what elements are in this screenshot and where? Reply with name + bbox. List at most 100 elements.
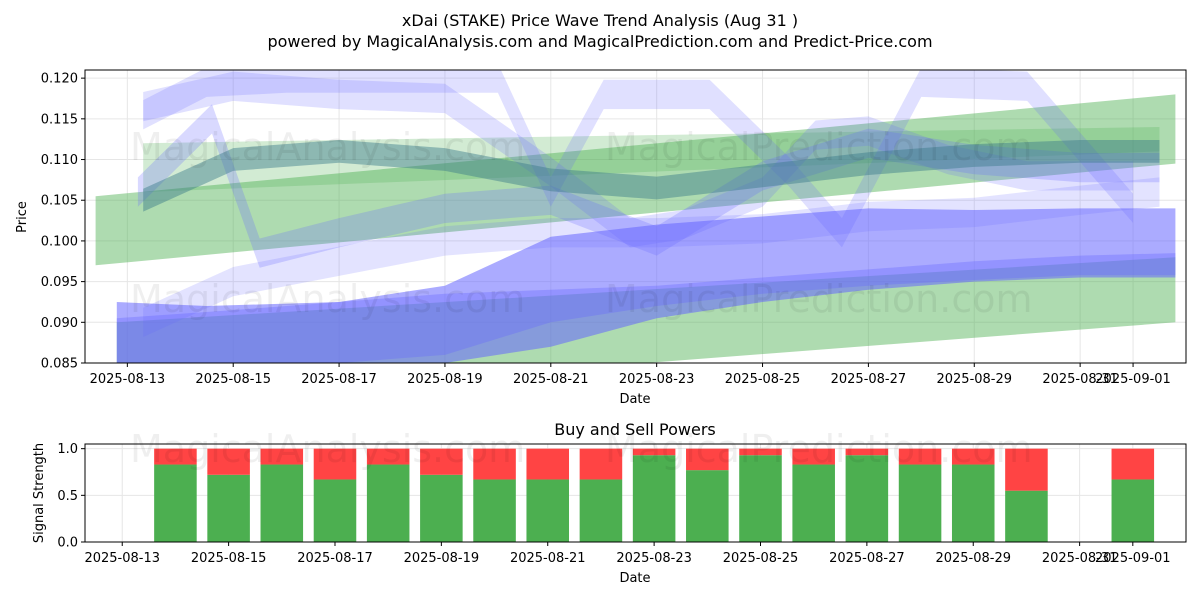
buy-bar — [579, 479, 623, 542]
power-x-axis: 2025-08-13 2025-08-15 2025-08-17 2025-08-19… — [84, 542, 1171, 566]
power-y-tick-label: 0.0 — [57, 536, 78, 551]
power-x-tick-label: 2025-08-21 — [510, 551, 586, 566]
watermark-analysis-3: MagicalAnalysis.com — [130, 427, 525, 471]
price-y-tick-label: 0.110 — [41, 153, 78, 168]
chart-title: xDai (STAKE) Price Wave Trend Analysis (… — [402, 11, 798, 30]
buy-bar — [1005, 490, 1048, 542]
power-x-tick-label: 2025-08-23 — [616, 551, 692, 566]
price-x-tick-label: 2025-08-31 — [1042, 372, 1118, 387]
price-chart-frame — [84, 69, 1187, 364]
sell-bar — [1111, 448, 1155, 480]
sell-bar — [632, 448, 676, 456]
buy-bar — [526, 479, 570, 542]
sell-bar — [526, 448, 570, 480]
sell-bar — [207, 448, 250, 475]
band-blue-base-dark — [116, 253, 1176, 363]
watermark-analysis: MagicalAnalysis.com — [130, 125, 525, 169]
price-x-tick-label: 2025-08-27 — [831, 372, 907, 387]
power-x-tick-label: 2025-09-01 — [1095, 551, 1171, 566]
sell-bar — [473, 448, 516, 480]
price-x-tick-label: 2025-08-15 — [195, 372, 271, 387]
chart-subtitle: powered by MagicalAnalysis.com and Magic… — [267, 32, 932, 51]
price-y-tick-label: 0.120 — [41, 72, 78, 87]
buy-bar — [739, 455, 782, 542]
price-x-tick-label: 2025-08-17 — [301, 372, 377, 387]
power-x-label: Date — [619, 571, 650, 586]
price-x-tick-label: 2025-08-23 — [619, 372, 695, 387]
sell-bar — [366, 448, 410, 465]
price-x-tick-label: 2025-08-19 — [407, 372, 483, 387]
price-y-tick-label: 0.115 — [41, 112, 78, 127]
band-blue-wave-2 — [143, 71, 1134, 248]
power-x-tick-label: 2025-08-19 — [404, 551, 480, 566]
buy-bar — [686, 470, 729, 542]
sell-bar — [1005, 448, 1048, 491]
price-y-tick-label: 0.085 — [41, 357, 78, 372]
power-x-tick-label: 2025-08-31 — [1042, 551, 1118, 566]
power-chart-title: Buy and Sell Powers — [554, 420, 716, 439]
buy-bar — [420, 474, 463, 542]
band-blue-wave-4 — [143, 177, 1160, 337]
price-x-tick-label: 2025-08-29 — [936, 372, 1012, 387]
power-x-tick-label: 2025-08-17 — [297, 551, 373, 566]
sell-bar — [579, 448, 623, 480]
price-y-tick-label: 0.095 — [41, 275, 78, 290]
band-blue-base-lower — [116, 208, 1176, 363]
price-y-tick-label: 0.100 — [41, 234, 78, 249]
price-bands — [95, 70, 1176, 363]
price-y-tick-label: 0.105 — [41, 194, 78, 209]
sell-bar — [260, 448, 304, 465]
buy-bar — [898, 464, 942, 542]
buy-bar — [313, 479, 357, 542]
power-bars — [154, 448, 1155, 542]
price-x-tick-label: 2025-08-25 — [725, 372, 801, 387]
price-y-tick-label: 0.090 — [41, 316, 78, 331]
watermark-prediction: MagicalPrediction.com — [605, 125, 1033, 169]
power-x-tick-label: 2025-08-13 — [84, 551, 160, 566]
power-y-tick-label: 1.0 — [57, 442, 78, 457]
buy-bar — [366, 464, 410, 542]
watermark-analysis-2: MagicalAnalysis.com — [130, 277, 525, 321]
power-chart: Buy and Sell Powers MagicalAnalysis.com … — [32, 420, 1187, 586]
buy-bar — [154, 464, 197, 542]
sell-bar — [845, 448, 889, 456]
price-x-axis: 2025-08-13 2025-08-15 2025-08-17 2025-08-19… — [90, 363, 1171, 387]
power-y-axis: 0.0 0.5 1.0 — [57, 442, 85, 551]
buy-bar — [792, 464, 835, 542]
price-chart: MagicalAnalysis.com MagicalPrediction.co… — [15, 69, 1187, 407]
power-x-tick-label: 2025-08-15 — [191, 551, 267, 566]
sell-bar — [792, 448, 835, 465]
sell-bar — [313, 448, 357, 480]
sell-bar — [154, 448, 197, 465]
watermark-prediction-2: MagicalPrediction.com — [605, 277, 1033, 321]
buy-bar — [260, 464, 304, 542]
buy-bar — [1111, 479, 1155, 542]
buy-bar — [632, 455, 676, 542]
buy-bar — [951, 464, 995, 542]
power-x-tick-label: 2025-08-25 — [723, 551, 799, 566]
sell-bar — [686, 448, 729, 471]
sell-bar — [951, 448, 995, 465]
buy-bar — [845, 455, 889, 542]
sell-bar — [898, 448, 942, 465]
buy-bar — [207, 474, 250, 542]
price-x-tick-label: 2025-08-21 — [513, 372, 589, 387]
price-x-label: Date — [619, 392, 650, 407]
price-y-axis: 0.085 0.090 0.095 0.100 0.105 0.110 0.115 0.120 — [41, 72, 85, 372]
sell-bar — [739, 448, 782, 456]
price-x-tick-label: 2025-09-01 — [1095, 372, 1171, 387]
band-blue-wave-1 — [137, 104, 1160, 268]
price-x-tick-label: 2025-08-13 — [90, 372, 166, 387]
watermark-prediction-3: MagicalPrediction.com — [605, 427, 1033, 471]
sell-bar — [420, 448, 463, 475]
power-y-label: Signal Strength — [32, 443, 47, 543]
power-x-tick-label: 2025-08-27 — [829, 551, 905, 566]
band-teal-trend — [143, 140, 1160, 212]
buy-bar — [473, 479, 516, 542]
power-y-tick-label: 0.5 — [57, 489, 78, 504]
band-green-trend-upper — [95, 94, 1176, 266]
power-chart-frame — [84, 443, 1187, 543]
band-blue-wave-3 — [143, 70, 1134, 248]
price-y-label: Price — [15, 201, 30, 233]
